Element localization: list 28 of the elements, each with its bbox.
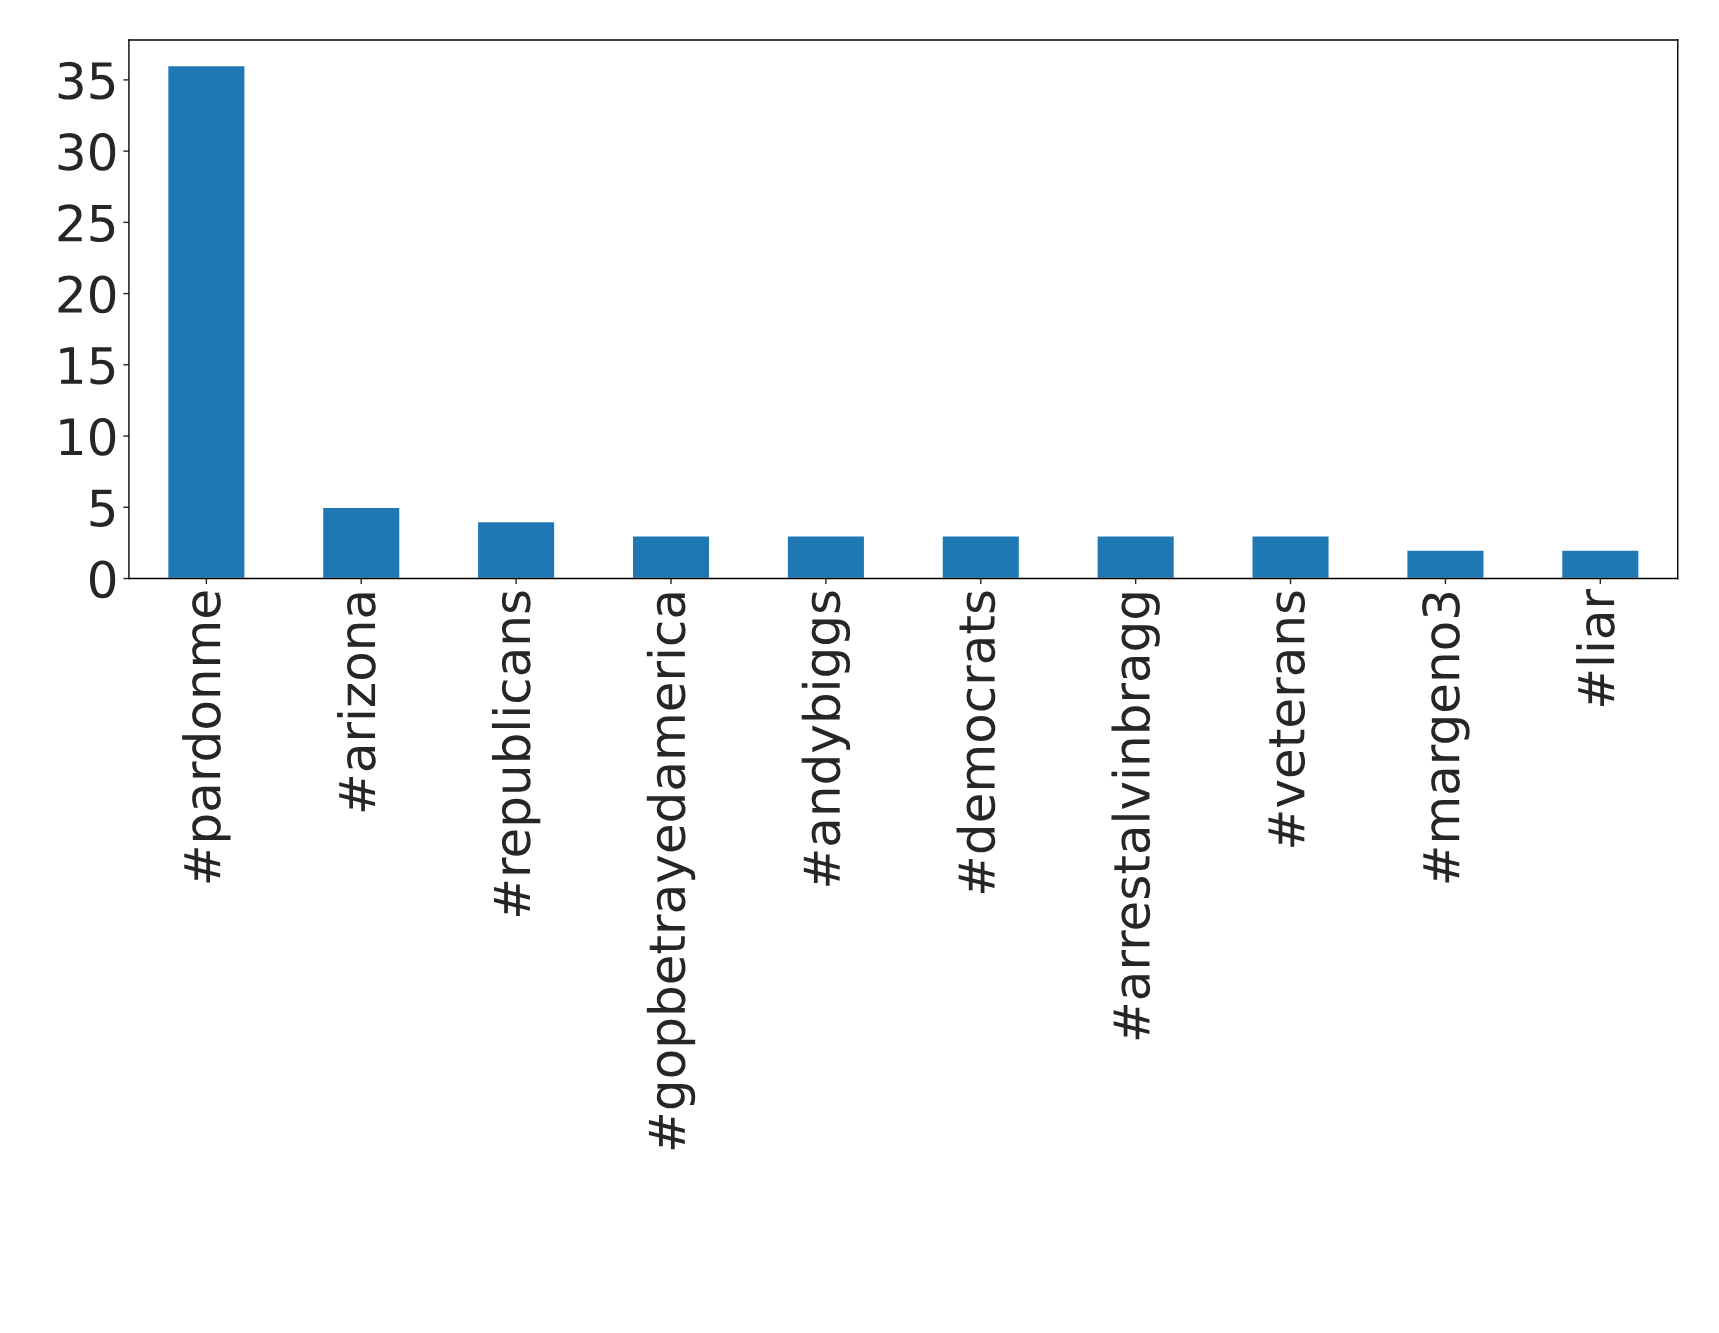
x-tick-label: #democrats <box>956 591 996 894</box>
y-tick-label: 30 <box>58 133 116 171</box>
x-tick-label: #republicans <box>491 591 541 916</box>
y-tick-label: 25 <box>58 204 115 243</box>
bar <box>1096 535 1176 579</box>
bar <box>1251 535 1330 579</box>
x-tick-label: #margeno3 <box>1422 592 1470 883</box>
y-tick-label: 10 <box>60 417 116 456</box>
bar <box>321 506 401 579</box>
y-tick-label: 5 <box>90 489 115 527</box>
bar <box>786 535 866 579</box>
x-tick-label: #andybiggs <box>801 591 851 886</box>
y-tick-label: 0 <box>89 560 116 599</box>
y-tick-label: 35 <box>58 61 115 100</box>
bar <box>166 64 246 579</box>
x-tick-label: #arrestalvinbragg <box>1111 593 1160 1040</box>
bar <box>631 535 711 579</box>
x-tick-label: #liar <box>1576 588 1615 706</box>
x-tick-label: #veterans <box>1268 591 1306 847</box>
y-tick-label: 20 <box>58 275 116 314</box>
bar <box>941 535 1021 579</box>
x-tick-label: #gopbetrayedamerica <box>646 593 696 1150</box>
bar <box>476 520 556 579</box>
bar <box>1560 549 1640 579</box>
y-tick-label: 15 <box>60 347 115 385</box>
bar <box>1406 549 1485 579</box>
x-tick-label: #pardonme <box>182 591 231 883</box>
x-tick-label: #arizona <box>337 593 376 812</box>
